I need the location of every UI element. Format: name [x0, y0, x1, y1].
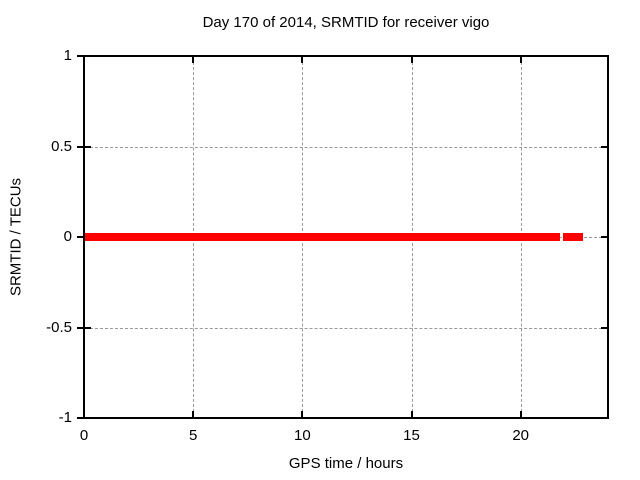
x-tick-label: 10 — [293, 427, 311, 444]
x-tick-mark-bottom — [192, 411, 195, 417]
x-tick-label: 5 — [188, 427, 198, 444]
y-tick-mark-right — [601, 326, 607, 329]
x-tick-label: 15 — [403, 427, 420, 444]
y-tick-label: 0.5 — [51, 137, 72, 155]
y-tick-mark-left-outer — [77, 236, 84, 238]
x-axis-label: GPS time / hours — [288, 455, 404, 472]
x-tick-label: 0 — [79, 427, 89, 444]
x-tick-mark-top — [301, 57, 304, 63]
x-tick-mark-bottom — [410, 411, 413, 417]
y-tick-mark-right — [601, 145, 607, 148]
x-tick-label: 20 — [512, 427, 529, 444]
x-tick-mark-bottom — [519, 411, 522, 417]
x-tick-mark-bottom — [301, 411, 304, 417]
y-gridline — [85, 146, 607, 148]
plot-border — [83, 55, 609, 419]
x-tick-mark-top — [410, 57, 413, 63]
y-tick-mark-left — [85, 326, 91, 329]
y-tick-label: -1 — [58, 409, 72, 426]
y-tick-mark-right — [601, 236, 607, 238]
data-series-segment — [84, 233, 560, 241]
y-tick-mark-left-outer — [77, 55, 84, 57]
y-tick-label: 0 — [63, 228, 72, 245]
y-tick-label: -0.5 — [46, 318, 72, 336]
y-tick-mark-left-outer — [77, 326, 84, 329]
x-tick-mark-top — [192, 57, 195, 63]
x-tick-mark-top — [519, 57, 522, 63]
y-tick-mark-left-outer — [77, 417, 84, 419]
y-tick-mark-left-outer — [77, 145, 84, 148]
y-gridline — [85, 327, 607, 329]
y-tick-label: 1 — [63, 47, 72, 64]
data-series-segment — [562, 233, 584, 241]
y-tick-mark-left — [85, 145, 91, 148]
chart-title: Day 170 of 2014, SRMTID for receiver vig… — [202, 14, 490, 31]
